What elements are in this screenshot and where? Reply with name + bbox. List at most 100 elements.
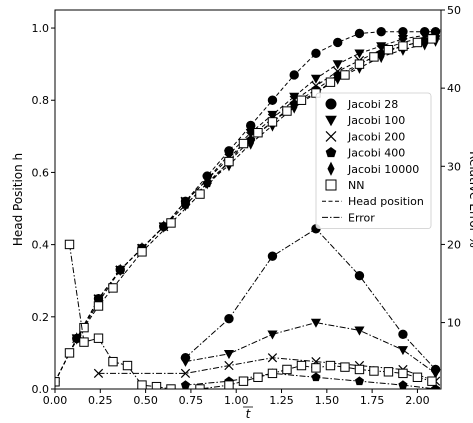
error-point: [108, 356, 118, 367]
y2-tick-label: 40: [447, 82, 461, 95]
head-point: [421, 38, 428, 51]
head-point: [267, 117, 278, 127]
error-point: [93, 368, 104, 378]
error-point: [224, 360, 234, 371]
error-point: [398, 368, 408, 379]
error-point: [93, 333, 104, 343]
head-point: [223, 150, 235, 160]
head-point: [267, 95, 278, 105]
head-point: [137, 247, 147, 257]
x-tick-label: 0.75: [179, 394, 204, 407]
y2-axis-label: Relative Error %: [467, 151, 473, 248]
error-point: [311, 363, 321, 373]
head-point: [64, 348, 75, 358]
head-point: [397, 35, 408, 45]
y2-tick-label: 20: [447, 238, 461, 251]
error-point: [354, 376, 365, 386]
error-point: [223, 349, 235, 360]
head-point: [79, 322, 89, 333]
head-point: [412, 37, 423, 48]
head-point: [238, 138, 249, 149]
legend-label: Jacobi 100: [347, 114, 405, 127]
error-point: [253, 372, 263, 382]
error-point: [238, 376, 249, 386]
error-point: [267, 353, 278, 363]
legend-label: Jacobi 28: [347, 98, 398, 111]
y-tick-label: 0.4: [32, 239, 50, 252]
head-point: [376, 42, 387, 52]
head-point: [296, 95, 307, 105]
error-point: [267, 330, 278, 340]
error-line: [185, 372, 436, 389]
error-point: [282, 364, 292, 375]
x-tick-label: 1.25: [269, 394, 294, 407]
head-point: [289, 92, 300, 102]
head-point: [93, 301, 104, 311]
x-tick-label: 0.50: [133, 394, 158, 407]
y-tick-label: 0.6: [32, 166, 50, 179]
legend-marker: [325, 98, 337, 110]
legend-label: NN: [348, 179, 364, 192]
y-axis-label: Head Position h: [11, 153, 25, 246]
error-point: [369, 366, 379, 376]
head-point: [332, 60, 343, 70]
head-point: [340, 70, 350, 80]
head-point: [354, 59, 365, 69]
series-nn: [55, 34, 437, 389]
error-point: [427, 376, 437, 386]
error-point: [137, 380, 147, 389]
error-point: [397, 346, 408, 356]
head-point: [117, 263, 124, 277]
error-point: [267, 251, 278, 261]
error-point: [267, 368, 278, 379]
error-point: [180, 357, 191, 367]
error-point: [180, 380, 191, 389]
error-point: [224, 380, 234, 389]
error-point: [122, 360, 133, 371]
legend-label: Jacobi 200: [347, 130, 405, 143]
legend-marker: [327, 161, 335, 176]
error-line: [98, 357, 436, 382]
error-point: [310, 318, 322, 328]
head-point: [108, 283, 118, 293]
legend-marker: [325, 179, 337, 191]
y2-tick-label: 30: [447, 160, 461, 173]
legend-label: Head position: [348, 195, 424, 208]
head-point: [310, 74, 322, 84]
head-point: [73, 332, 80, 345]
head-point: [166, 218, 176, 228]
error-point: [151, 381, 162, 389]
head-point: [204, 177, 211, 190]
head-point: [398, 41, 408, 51]
y-tick-label: 0.0: [32, 383, 50, 396]
head-point: [325, 77, 336, 87]
error-point: [430, 384, 441, 389]
legend-label: Jacobi 10000: [347, 163, 419, 176]
x-axis-label: t: [246, 407, 252, 421]
error-point: [383, 367, 394, 377]
x-tick-label: 1.75: [360, 394, 385, 407]
plot-frame: [54, 9, 442, 390]
head-point: [376, 26, 386, 37]
head-point: [182, 198, 189, 212]
head-point: [369, 52, 379, 62]
head-point: [253, 128, 263, 138]
legend-label: Jacobi 400: [347, 147, 405, 160]
legend-marker: [325, 146, 337, 158]
error-point: [412, 372, 423, 382]
legend-label: Error: [348, 211, 375, 224]
x-tick-label: 2.00: [405, 394, 430, 407]
x-tick-label: 0.00: [43, 394, 68, 407]
x-tick-label: 0.25: [88, 394, 113, 407]
head-point: [282, 106, 292, 116]
head-point: [354, 28, 365, 39]
head-point: [354, 49, 365, 59]
error-point: [296, 360, 307, 371]
head-point: [195, 189, 205, 199]
error-point: [354, 270, 365, 281]
x-tick-label: 1.00: [224, 394, 249, 407]
error-point: [354, 326, 365, 336]
error-point: [325, 360, 336, 371]
error-point: [340, 362, 350, 372]
